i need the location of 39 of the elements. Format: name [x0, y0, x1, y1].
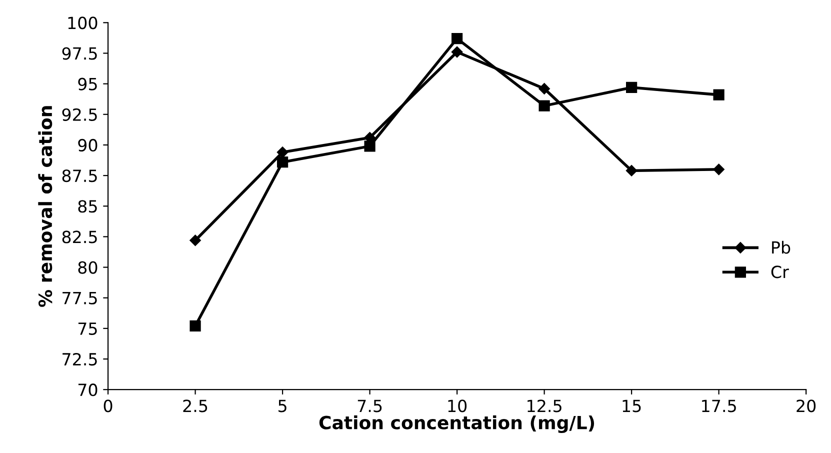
point — [276, 156, 288, 168]
point — [713, 164, 724, 176]
y-tick-label: 72.5 — [62, 352, 97, 366]
point — [276, 146, 288, 158]
x-tick-label: 15 — [622, 400, 641, 412]
legend-label: Cr — [771, 266, 789, 278]
y-tick-label: 95 — [78, 78, 97, 90]
point — [190, 234, 201, 246]
y-axis-title: % removal of cation — [38, 106, 52, 307]
x-tick-label: 0 — [104, 400, 112, 412]
x-tick-label: 12.5 — [528, 400, 562, 412]
x-tick-label: 17.5 — [702, 400, 736, 412]
point — [538, 83, 550, 94]
x-axis-title: Cation concentation (mg/L) — [319, 415, 594, 434]
y-tick-label: 70 — [78, 384, 98, 396]
y-tick-label: 80 — [78, 261, 98, 274]
point — [364, 140, 376, 152]
legend-label: Pb — [772, 240, 790, 254]
y-tick-label: 100 — [68, 16, 98, 30]
point — [190, 320, 201, 332]
point — [626, 82, 638, 94]
y-tick-label: 85 — [78, 200, 97, 213]
y-tick-label: 75 — [78, 322, 97, 335]
y-tick-label: 82.5 — [62, 230, 97, 244]
point — [538, 100, 550, 112]
y-tick-label: 92.5 — [62, 108, 97, 121]
x-tick-label: 10 — [448, 400, 467, 412]
x-tick-label: 7.5 — [358, 400, 382, 412]
point — [451, 32, 463, 44]
x-tick-label: 20 — [796, 400, 816, 412]
point — [451, 46, 463, 58]
y-tick-label: 87.5 — [62, 170, 97, 182]
point — [626, 165, 638, 176]
point — [713, 89, 724, 100]
y-tick-label: 97.5 — [62, 47, 97, 60]
x-tick-label: 5 — [278, 400, 286, 412]
y-tick-label: 77.5 — [62, 292, 97, 304]
y-tick-label: 90 — [78, 138, 98, 152]
x-tick-label: 2.5 — [183, 400, 208, 412]
